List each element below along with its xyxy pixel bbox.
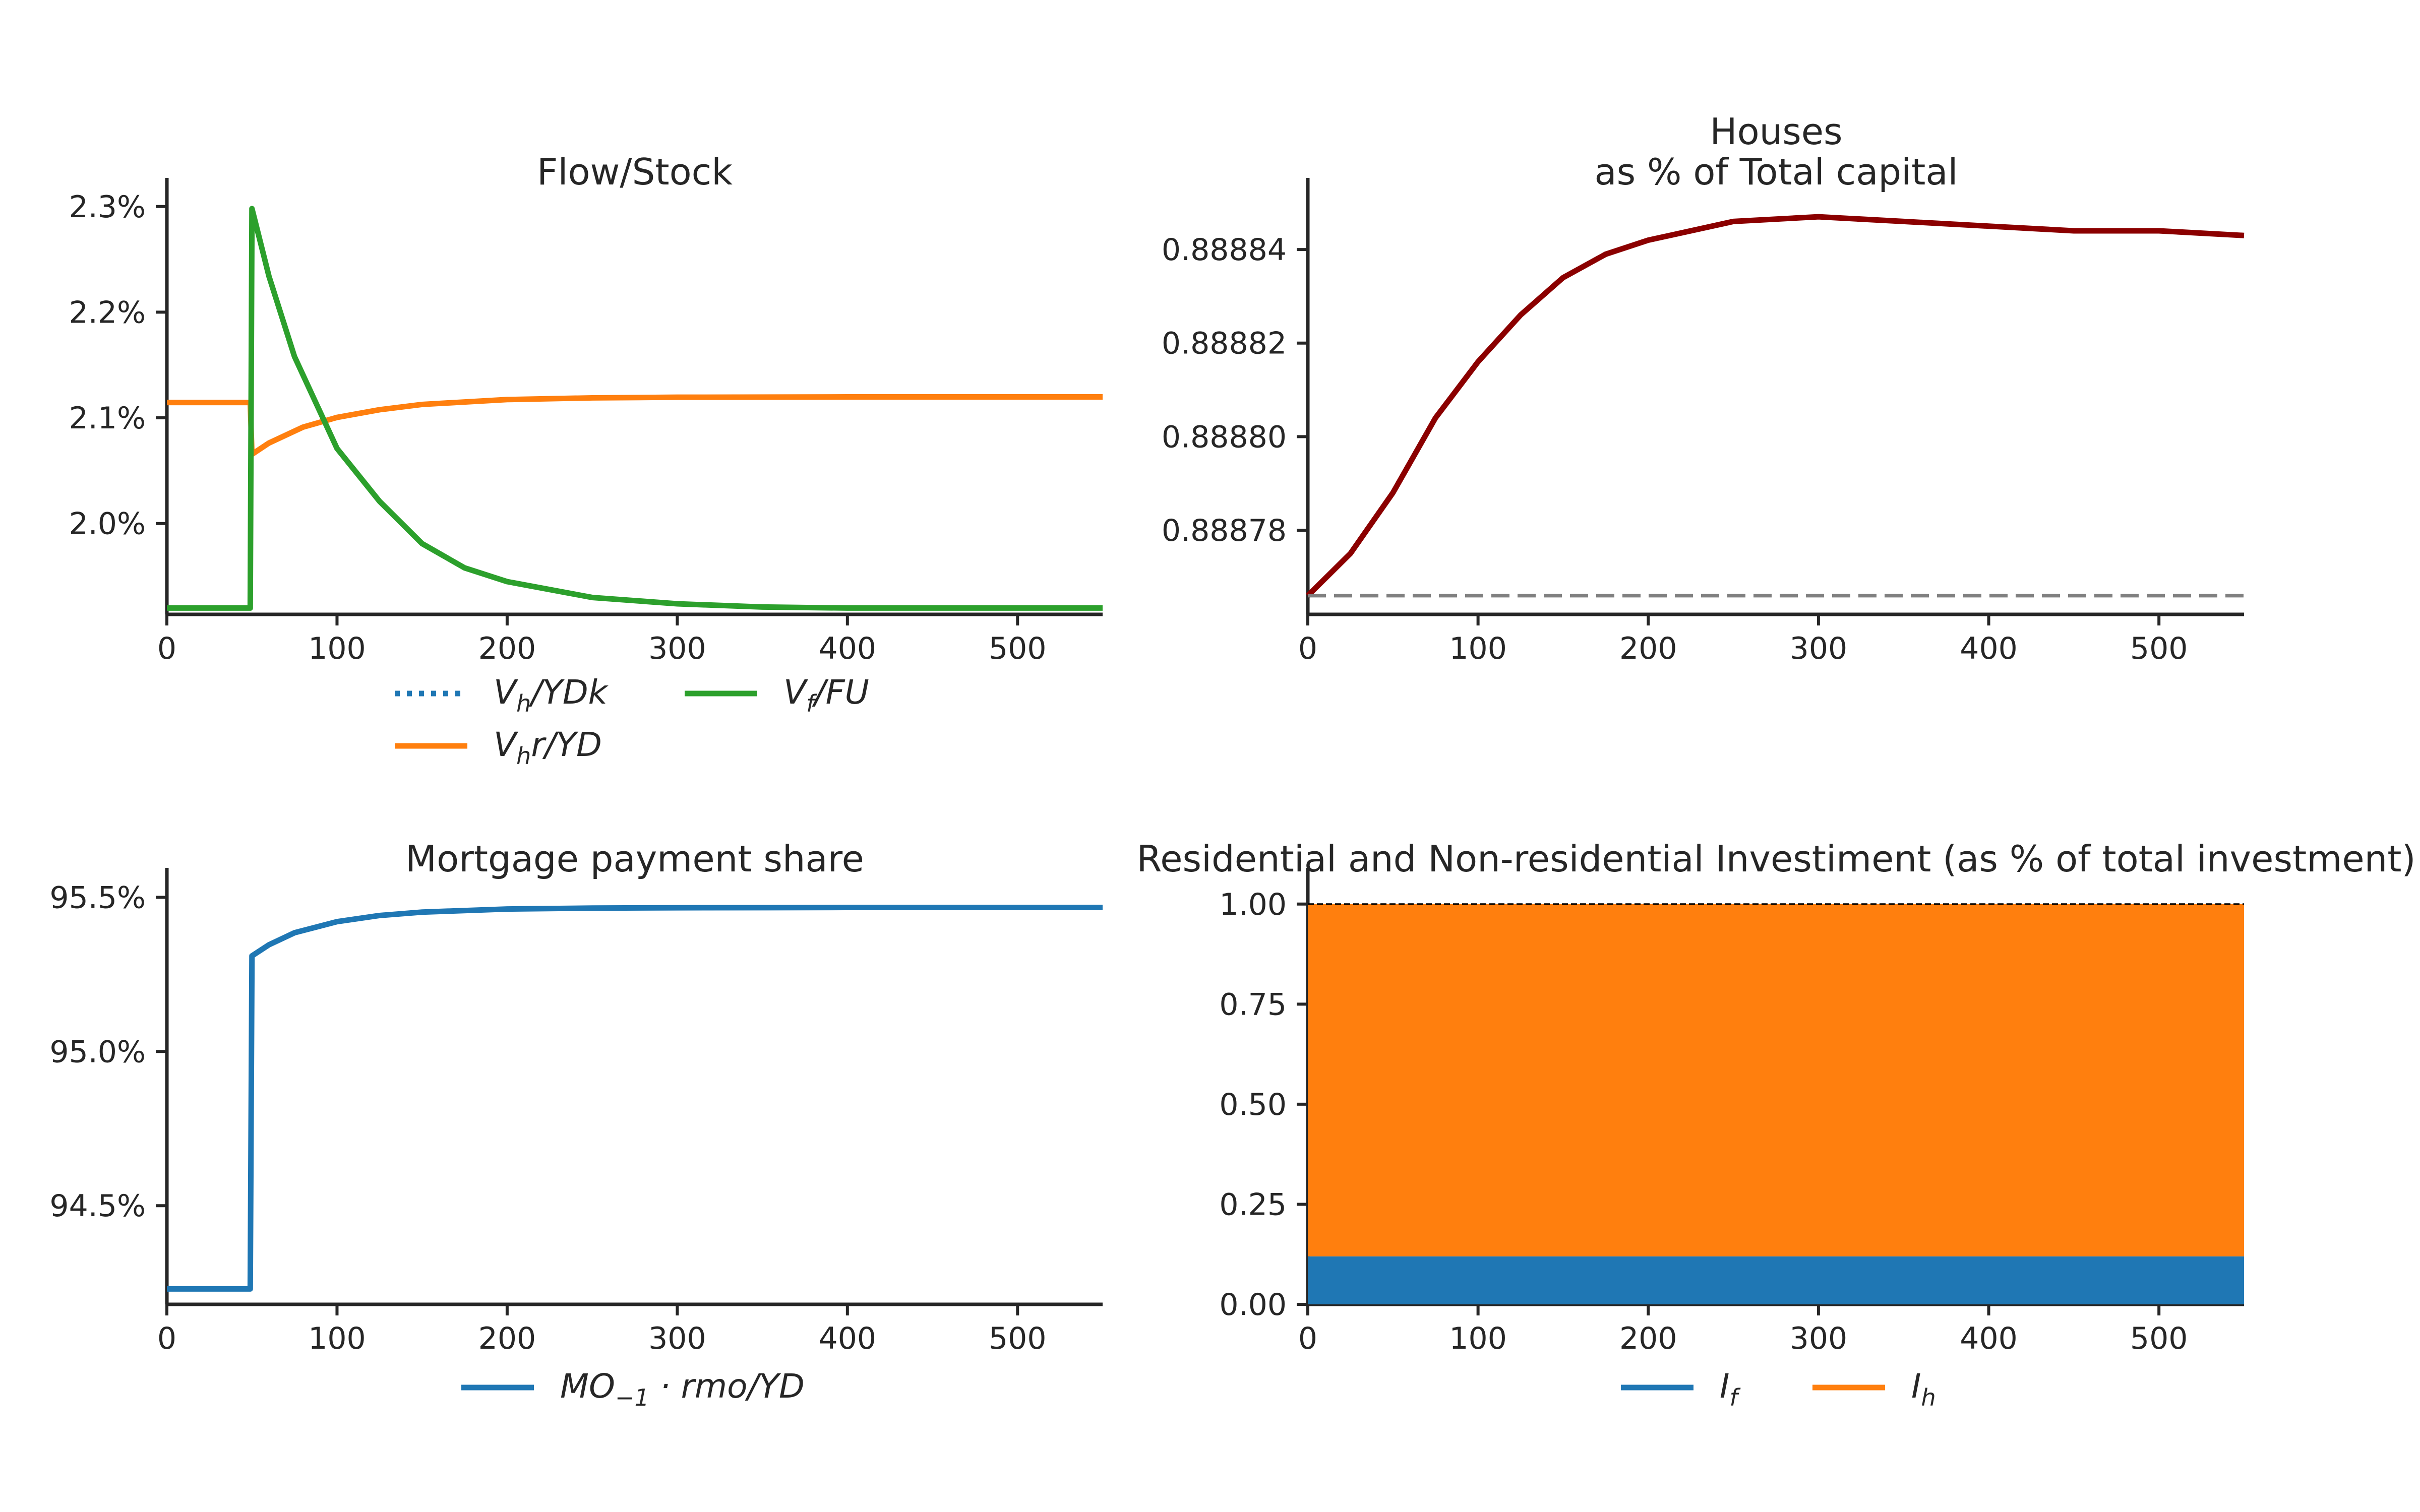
x-tick-label: 200 (1619, 631, 1677, 666)
mortgage-title: Mortgage payment share (405, 838, 864, 880)
legend-label: Vhr/YD (494, 725, 602, 770)
flow-stock-panel: Flow/Stock 0 100 200 300 400 500 2.0% 2.1% 2.2% 2… (69, 151, 1103, 770)
flow-stock-plot-area (167, 206, 1103, 611)
houses-ticks: 0 100 200 300 400 500 0.88878 0.88880 0.88882 0.8… (1162, 178, 2244, 666)
x-tick-label: 200 (1619, 1321, 1677, 1356)
y-tick-label: 2.3% (69, 190, 146, 225)
houses-plot-area (1306, 214, 2245, 598)
flow-stock-title: Flow/Stock (537, 151, 733, 193)
series-line-0 (1306, 214, 2245, 598)
area-if (1308, 1256, 2244, 1304)
y-tick-label: 0.88884 (1162, 232, 1287, 268)
x-tick-label: 500 (989, 1321, 1047, 1356)
x-tick-label: 200 (478, 1321, 536, 1356)
x-tick-label: 300 (648, 631, 706, 666)
y-tick-label: 0.88880 (1162, 419, 1287, 455)
houses-panel: Houses as % of Total capital 0 100 200 300 4… (1162, 110, 2245, 666)
y-tick-label: 2.1% (69, 401, 146, 436)
x-tick-label: 100 (1449, 631, 1507, 666)
x-tick-label: 300 (648, 1321, 706, 1356)
y-tick-label: 0.00 (1219, 1287, 1287, 1322)
series-line-2 (167, 206, 1103, 611)
y-tick-label: 0.75 (1219, 987, 1287, 1022)
y-tick-label: 0.50 (1219, 1087, 1287, 1122)
flow-stock-legend: Vh/YDk Vf/FU Vhr/YD (395, 673, 869, 770)
y-tick-label: 0.88878 (1162, 513, 1287, 548)
legend-label: Vh/YDk (494, 673, 609, 717)
x-tick-label: 400 (1960, 631, 2018, 666)
investment-legend: If Ih (1621, 1367, 1936, 1411)
series-line-0 (167, 905, 1103, 1292)
x-tick-label: 0 (1298, 631, 1317, 666)
houses-title: Houses (1710, 110, 1842, 153)
x-tick-label: 200 (478, 631, 536, 666)
area-ih (1308, 904, 2244, 1256)
x-tick-label: 500 (2130, 1321, 2188, 1356)
investment-plot-area (1308, 903, 2244, 1304)
y-tick-label: 0.25 (1219, 1187, 1287, 1222)
x-tick-label: 100 (308, 1321, 366, 1356)
y-tick-label: 1.00 (1219, 887, 1287, 922)
x-tick-label: 300 (1790, 631, 1848, 666)
x-tick-label: 400 (1960, 1321, 2018, 1356)
legend-label: Vf/FU (783, 673, 869, 717)
flow-stock-ticks: 0 100 200 300 400 500 2.0% 2.1% 2.2% 2.3% (69, 178, 1103, 666)
houses-subtitle: as % of Total capital (1595, 151, 1958, 193)
x-tick-label: 0 (157, 631, 176, 666)
x-tick-label: 0 (1298, 1321, 1317, 1356)
x-tick-label: 100 (1449, 1321, 1507, 1356)
x-tick-label: 400 (819, 1321, 877, 1356)
y-tick-label: 0.88882 (1162, 326, 1287, 361)
x-tick-label: 0 (157, 1321, 176, 1356)
investment-panel: Residential and Non-residential Investim… (1136, 838, 2415, 1411)
y-tick-label: 2.0% (69, 507, 146, 542)
mortgage-plot-area (167, 905, 1103, 1292)
x-tick-label: 400 (819, 631, 877, 666)
x-tick-label: 300 (1790, 1321, 1848, 1356)
y-tick-label: 94.5% (49, 1188, 146, 1224)
y-tick-label: 95.5% (49, 880, 146, 915)
x-tick-label: 500 (2130, 631, 2188, 666)
legend-label: Ih (1911, 1367, 1936, 1411)
y-tick-label: 95.0% (49, 1034, 146, 1069)
mortgage-legend: MO−1 · rmo/YD (461, 1367, 805, 1411)
mortgage-panel: Mortgage payment share 0 100 200 300 400 500 9… (49, 838, 1103, 1411)
x-tick-label: 500 (989, 631, 1047, 666)
x-tick-label: 100 (308, 631, 366, 666)
legend-label: MO−1 · rmo/YD (560, 1367, 805, 1411)
mortgage-ticks: 0 100 200 300 400 500 94.5% 95.0% 95.5% (49, 868, 1103, 1356)
investment-title: Residential and Non-residential Investim… (1136, 838, 2415, 880)
y-tick-label: 2.2% (69, 295, 146, 330)
